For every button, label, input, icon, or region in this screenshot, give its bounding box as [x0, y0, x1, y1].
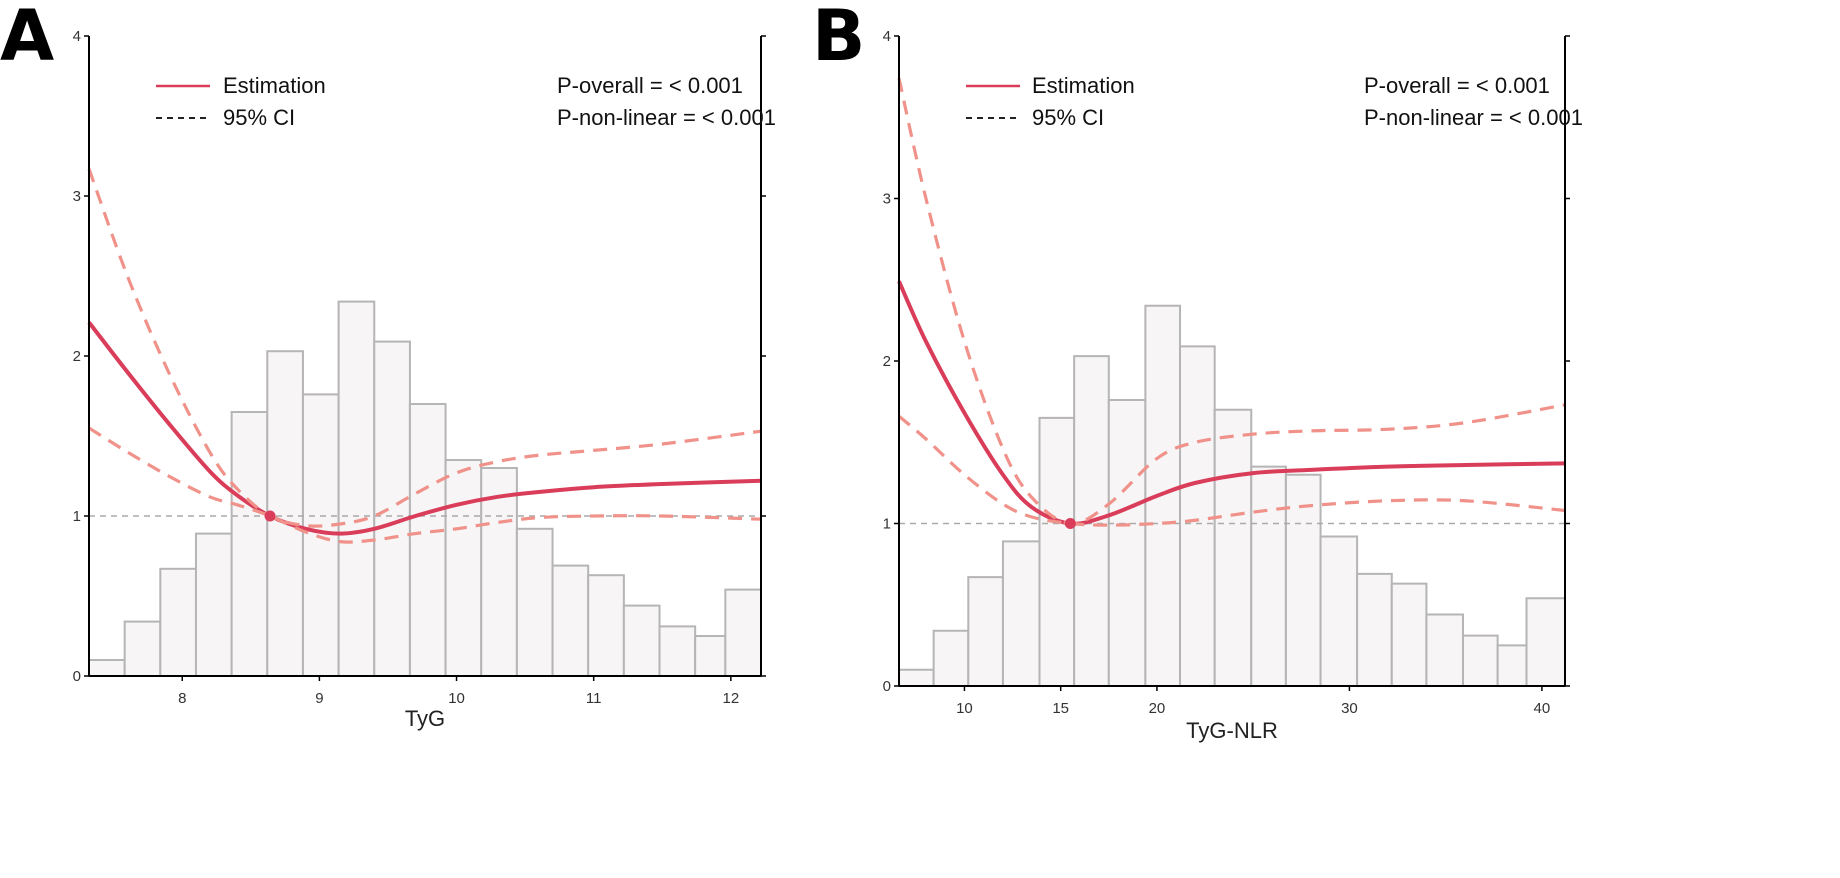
- panel-b: B 0 1 2 3 4 10 15 20 30 40 TyG-NLR Estimation 95% CI P…: [812, 0, 1583, 743]
- ci-lower-line: [897, 415, 1566, 527]
- histogram-bar: [123, 620, 162, 677]
- histogram-bar: [967, 576, 1004, 688]
- y-tick-label: 1: [73, 508, 81, 525]
- histogram-bar: [88, 659, 126, 677]
- histogram-bar: [1213, 408, 1253, 687]
- p-nonlinear-text: P-non-linear = < 0.001: [557, 105, 776, 130]
- ci-upper-line: [87, 168, 762, 528]
- y-tick-label: 2: [73, 348, 81, 365]
- legend-ci-label: 95% CI: [223, 105, 295, 130]
- histogram-bar: [230, 411, 269, 677]
- histogram-bar: [898, 668, 935, 687]
- estimate-line: [87, 321, 762, 536]
- panel-letter: A: [0, 0, 54, 77]
- histogram-bar: [724, 588, 763, 677]
- p-overall-text: P-overall = < 0.001: [1364, 73, 1550, 98]
- x-tick-label: 20: [1149, 700, 1166, 717]
- y-tick-label: 0: [73, 668, 81, 685]
- histogram-bar: [515, 527, 554, 677]
- histogram-bar: [1001, 540, 1041, 688]
- ci-upper-line: [897, 77, 1566, 526]
- histogram-bar: [551, 564, 590, 677]
- histogram-bar: [1250, 465, 1287, 688]
- p-overall-text: P-overall = < 0.001: [557, 73, 743, 98]
- histogram-bar: [1319, 535, 1359, 687]
- histogram-bar: [1496, 644, 1528, 688]
- histogram-bar: [444, 459, 483, 677]
- histogram-bar: [194, 532, 233, 677]
- reference-point: [1064, 518, 1076, 529]
- histogram-bar: [373, 340, 411, 677]
- x-tick-label: 10: [448, 690, 465, 707]
- legend-estimate-label: Estimation: [223, 73, 326, 98]
- legend-estimate-label: Estimation: [1032, 73, 1135, 98]
- histogram-bar: [587, 574, 625, 678]
- histogram-bar: [1144, 304, 1182, 687]
- histogram-bar: [1390, 582, 1428, 688]
- histogram: [898, 304, 1566, 688]
- p-nonlinear-text: P-non-linear = < 0.001: [1364, 105, 1583, 130]
- histogram-bar: [1179, 345, 1216, 688]
- x-tick-label: 15: [1052, 700, 1069, 717]
- histogram-bar: [1525, 597, 1566, 687]
- panel-letter: B: [812, 0, 865, 77]
- x-tick-label: 30: [1341, 700, 1358, 717]
- y-tick-label: 2: [883, 353, 891, 370]
- x-tick-label: 12: [722, 690, 739, 707]
- y-tick-label: 3: [73, 188, 81, 205]
- x-axis-title: TyG-NLR: [1186, 718, 1278, 743]
- histogram-bar: [1356, 572, 1393, 688]
- histogram-bar: [694, 635, 727, 677]
- histogram-bar: [408, 403, 447, 677]
- x-axis-title: TyG: [405, 706, 445, 731]
- x-tick-label: 9: [315, 690, 323, 707]
- histogram-bar: [1107, 399, 1147, 687]
- x-tick-label: 40: [1534, 700, 1551, 717]
- histogram-bar: [1425, 613, 1464, 687]
- histogram-bar: [622, 604, 661, 677]
- histogram-bar: [1461, 634, 1499, 688]
- y-tick-label: 4: [883, 28, 891, 45]
- histogram-bar: [932, 629, 970, 687]
- reference-point: [264, 510, 276, 522]
- legend-ci-label: 95% CI: [1032, 105, 1104, 130]
- estimate-line: [897, 280, 1566, 526]
- x-tick-label: 8: [178, 690, 186, 707]
- histogram-bar: [1284, 473, 1322, 687]
- histogram-bar: [159, 567, 197, 677]
- ci-lower-line: [88, 426, 762, 544]
- histogram: [88, 300, 763, 678]
- x-tick-label: 10: [956, 700, 973, 717]
- histogram-bar: [1038, 416, 1076, 688]
- x-tick-label: 11: [586, 690, 602, 707]
- y-tick-label: 0: [883, 678, 891, 695]
- histogram-bar: [658, 625, 697, 678]
- y-tick-label: 1: [883, 516, 891, 533]
- histogram-bar: [337, 300, 376, 677]
- y-tick-label: 4: [73, 28, 81, 45]
- y-tick-label: 3: [883, 191, 891, 208]
